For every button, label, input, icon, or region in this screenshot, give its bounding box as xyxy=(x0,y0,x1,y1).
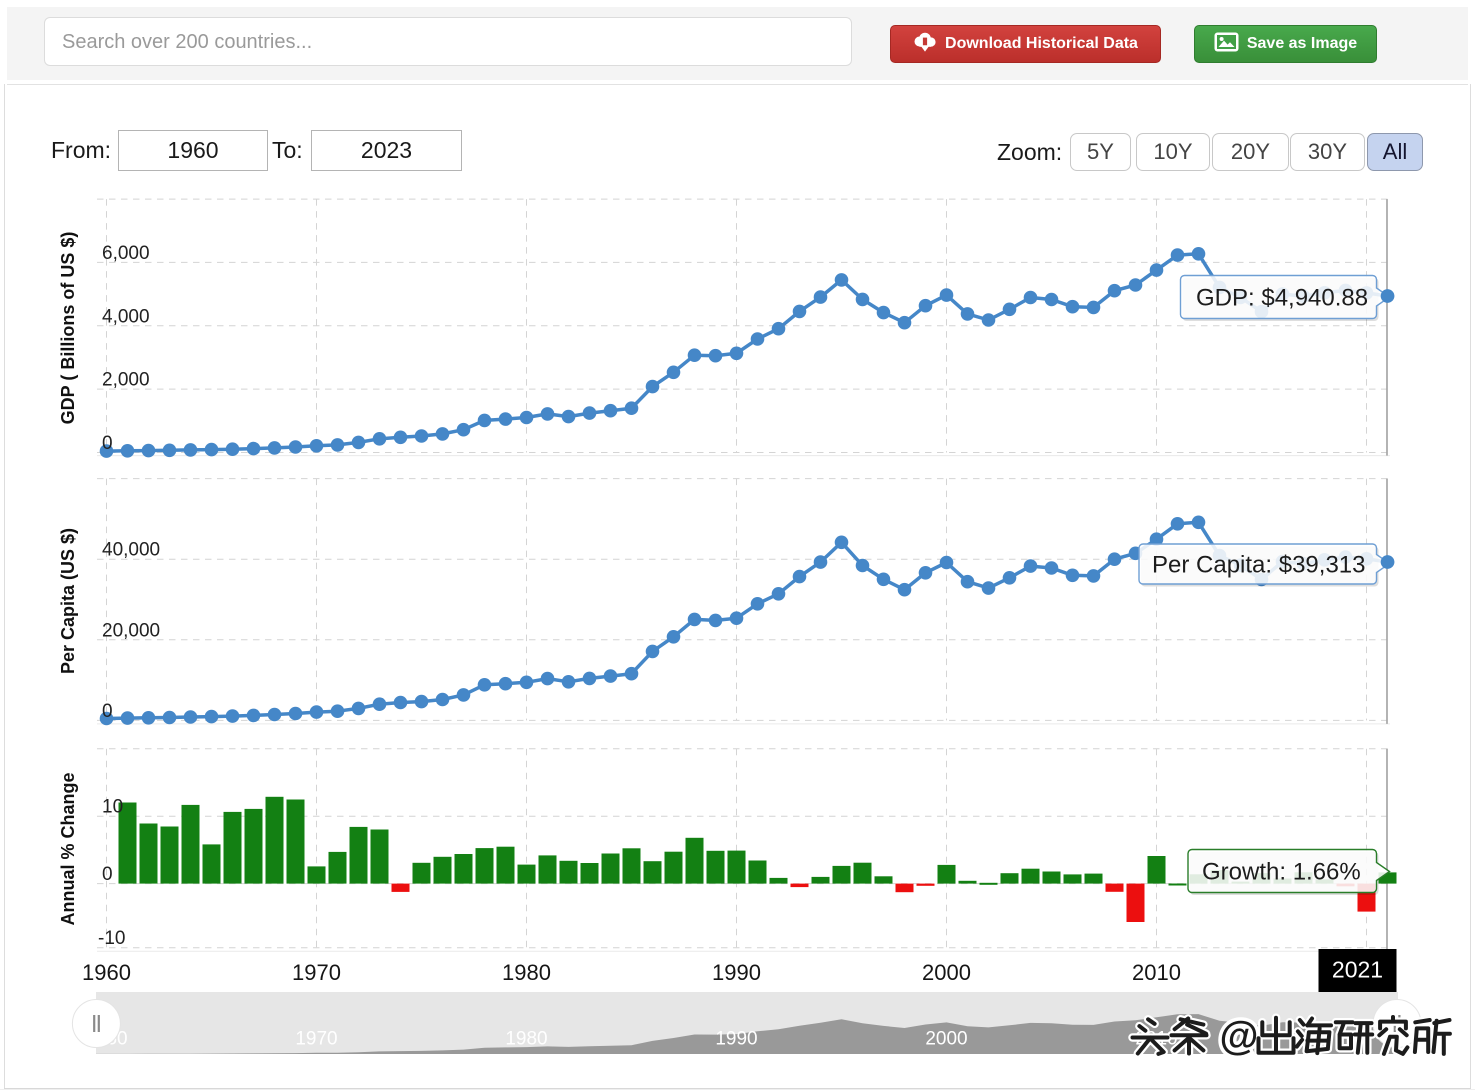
svg-text:0: 0 xyxy=(102,701,113,722)
svg-text:2000: 2000 xyxy=(925,1029,967,1050)
svg-text:GDP ( Billions of US $): GDP ( Billions of US $) xyxy=(58,232,78,425)
svg-text:1970: 1970 xyxy=(295,1029,337,1050)
svg-text:1990: 1990 xyxy=(712,960,761,985)
svg-text:1970: 1970 xyxy=(292,960,341,985)
svg-text:1990: 1990 xyxy=(715,1029,757,1050)
svg-text:Growth: 1.66%: Growth: 1.66% xyxy=(1202,859,1361,886)
svg-text:1980: 1980 xyxy=(505,1029,547,1050)
svg-text:2021: 2021 xyxy=(1332,957,1383,983)
svg-text:40,000: 40,000 xyxy=(102,540,160,561)
svg-text:-10: -10 xyxy=(98,928,125,949)
svg-text:1960: 1960 xyxy=(82,960,131,985)
svg-text:20,000: 20,000 xyxy=(102,620,160,641)
svg-text:6,000: 6,000 xyxy=(102,243,150,264)
svg-text:Per Capita: $39,313: Per Capita: $39,313 xyxy=(1152,552,1365,579)
svg-text:2,000: 2,000 xyxy=(102,370,150,391)
svg-text:10: 10 xyxy=(102,797,123,818)
svg-text:2000: 2000 xyxy=(922,960,971,985)
svg-text:Per Capita (US $): Per Capita (US $) xyxy=(58,528,78,674)
svg-text:1980: 1980 xyxy=(502,960,551,985)
svg-text:0: 0 xyxy=(102,433,113,454)
svg-text:Annual % Change: Annual % Change xyxy=(58,772,78,925)
svg-text:@: @ xyxy=(1219,1014,1258,1058)
svg-text:0: 0 xyxy=(102,864,113,885)
svg-text:@: @ xyxy=(1219,1014,1258,1058)
svg-text:4,000: 4,000 xyxy=(102,306,150,327)
svg-text:2010: 2010 xyxy=(1132,960,1181,985)
svg-text:GDP: $4,940.88: GDP: $4,940.88 xyxy=(1196,285,1368,312)
